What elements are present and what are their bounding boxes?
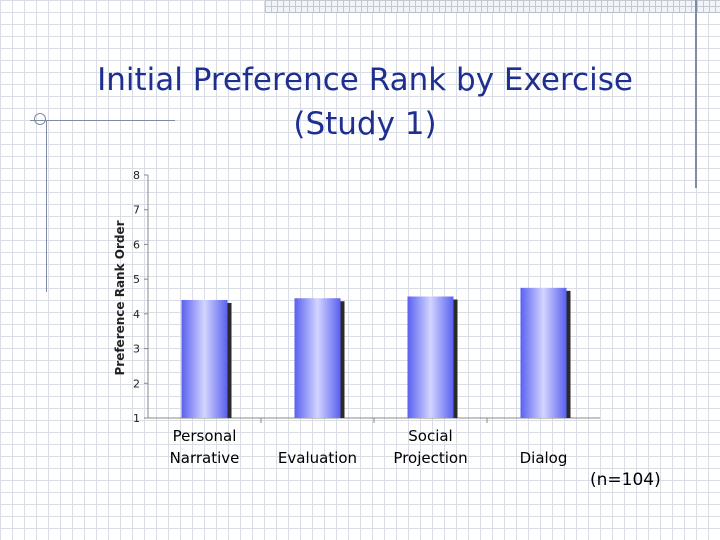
y-tick-label: 2: [133, 377, 140, 390]
decorative-circle-icon: [34, 113, 46, 125]
title-line-1: Initial Preference Rank by Exercise: [97, 62, 633, 98]
title-line-2: (Study 1): [293, 106, 437, 142]
x-tick-labels: Personal Narrative Evaluation Social Project…: [170, 418, 568, 467]
decorative-vertical-line: [46, 120, 47, 292]
bars: [181, 287, 571, 418]
y-axis-label: Preference Rank Order: [113, 220, 127, 375]
x-tick-label: Dialog: [520, 449, 568, 467]
x-tick-label: Projection: [393, 449, 467, 467]
y-ticks: 1 2 3 4 5 6 7 8: [133, 169, 148, 425]
y-tick-label: 3: [133, 343, 140, 356]
slide-title: Initial Preference Rank by Exercise (Stu…: [60, 58, 670, 146]
sample-size-note: (n=104): [590, 470, 661, 490]
bar: [407, 296, 454, 418]
x-tick-label: Social: [408, 427, 452, 445]
decorative-right-line: [695, 0, 697, 188]
bar: [520, 287, 567, 418]
y-tick-label: 7: [133, 204, 140, 217]
y-tick-label: 5: [133, 273, 140, 286]
y-tick-label: 6: [133, 238, 140, 251]
x-tick-label: Evaluation: [278, 449, 357, 467]
bar: [294, 298, 341, 418]
decorative-top-bar: [265, 0, 720, 13]
bar: [181, 299, 228, 418]
decorative-horizontal-line: [30, 120, 175, 121]
y-tick-label: 4: [133, 308, 140, 321]
y-tick-label: 8: [133, 169, 140, 182]
y-tick-label: 1: [133, 412, 140, 425]
x-tick-label: Narrative: [170, 449, 240, 467]
x-tick-label: Personal: [173, 427, 237, 445]
